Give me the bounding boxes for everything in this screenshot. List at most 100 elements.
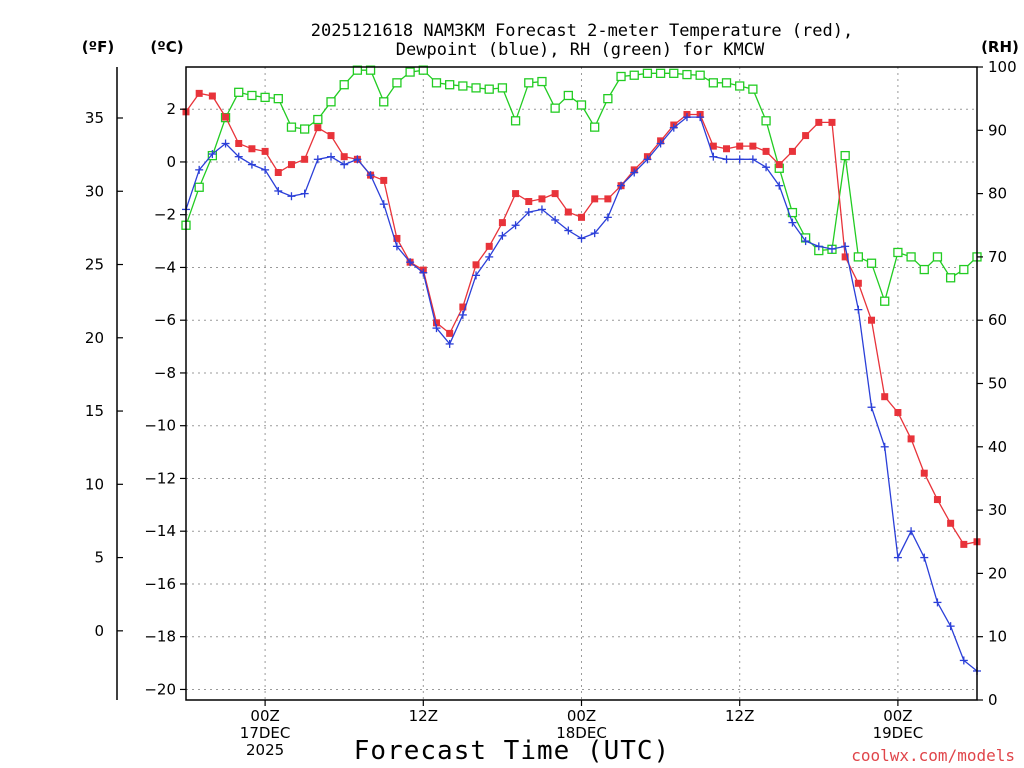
data-point (840, 150, 850, 161)
data-point (458, 310, 467, 319)
rh-tick-label: 90 (988, 121, 1007, 139)
source-credit: coolwx.com/models (851, 746, 1015, 765)
data-point (365, 65, 376, 75)
data-point (880, 442, 889, 451)
data-point (208, 92, 216, 100)
data-point (340, 160, 349, 169)
data-point (735, 81, 745, 91)
data-point (327, 132, 335, 140)
data-point (656, 139, 665, 148)
data-point (617, 181, 626, 190)
data-point (299, 124, 310, 134)
data-point (260, 92, 270, 103)
data-point (564, 208, 572, 216)
data-point (880, 296, 890, 306)
data-point (248, 145, 256, 153)
rh-tick-label: 80 (988, 185, 1007, 203)
data-point (655, 68, 666, 78)
data-point (339, 80, 349, 90)
data-point (445, 80, 455, 90)
data-point (563, 90, 573, 101)
data-point (511, 221, 520, 230)
data-point (881, 393, 889, 401)
celsius-axis: 2 0 −2 −4 −6 −8 −10 −12 −14 −16 −18 −20 (144, 100, 186, 698)
data-point (392, 242, 401, 251)
data-point (762, 163, 771, 172)
data-point (379, 200, 388, 209)
series-rh (181, 65, 982, 306)
data-point (708, 78, 718, 88)
data-point (709, 142, 717, 150)
data-point (577, 234, 586, 243)
data-point (551, 190, 559, 198)
time-tick-label: 18DEC (556, 724, 607, 742)
data-point (788, 218, 797, 227)
data-point (919, 264, 929, 275)
data-point (630, 168, 639, 177)
data-point (314, 124, 322, 132)
data-point (722, 155, 731, 164)
data-point (721, 78, 732, 88)
data-point (512, 190, 520, 198)
data-point (761, 116, 771, 126)
rh-tick-label: 50 (988, 375, 1007, 393)
data-point (932, 252, 943, 262)
data-point (247, 160, 256, 169)
data-point (933, 598, 942, 607)
data-point (340, 153, 348, 161)
data-point (841, 242, 850, 251)
data-point (682, 69, 692, 80)
data-point (723, 145, 731, 153)
data-point (446, 329, 454, 337)
data-point (432, 324, 441, 333)
data-point (788, 147, 796, 155)
data-point (920, 469, 928, 477)
data-point (854, 305, 863, 314)
data-point (604, 195, 612, 203)
data-point (578, 213, 585, 221)
data-point (471, 83, 481, 93)
fahrenheit-tick-label: 10 (85, 475, 104, 493)
fahrenheit-unit-label: (ºF) (82, 38, 114, 56)
data-point (603, 213, 612, 222)
x-axis-label: Forecast Time (UTC) (354, 736, 670, 766)
data-point (301, 155, 309, 163)
data-point (300, 189, 309, 198)
celsius-tick-label: −10 (144, 417, 176, 435)
data-point (564, 226, 573, 235)
data-point (352, 65, 363, 75)
data-point (195, 89, 203, 97)
time-tick-label: 00Z (567, 707, 596, 725)
rh-tick-label: 40 (988, 438, 1007, 456)
data-point (669, 68, 679, 78)
celsius-tick-label: −4 (154, 258, 176, 276)
time-tick-label: 12Z (409, 707, 438, 725)
fahrenheit-tick-label: 25 (85, 256, 104, 274)
data-point (274, 169, 282, 176)
data-point (814, 242, 823, 251)
data-point (828, 118, 836, 126)
data-point (537, 205, 546, 214)
rh-tick-label: 0 (988, 691, 998, 709)
data-point (221, 139, 230, 148)
series-layer (181, 65, 982, 675)
data-point (603, 94, 613, 104)
data-point (590, 122, 600, 132)
data-point (472, 261, 480, 269)
celsius-tick-label: 0 (166, 153, 176, 171)
data-point (906, 252, 916, 262)
celsius-tick-label: −6 (154, 311, 176, 329)
chart-title-line2: Dewpoint (blue), RH (green) for KMCW (396, 40, 765, 60)
data-point (748, 155, 757, 164)
data-point (841, 253, 849, 261)
data-point (287, 192, 296, 201)
data-point (392, 78, 402, 88)
data-point (326, 97, 336, 107)
data-point (380, 176, 388, 184)
rh-tick-label: 70 (988, 248, 1007, 266)
time-tick-label: 00Z (883, 707, 912, 725)
data-point (472, 271, 481, 280)
data-point (208, 150, 217, 159)
